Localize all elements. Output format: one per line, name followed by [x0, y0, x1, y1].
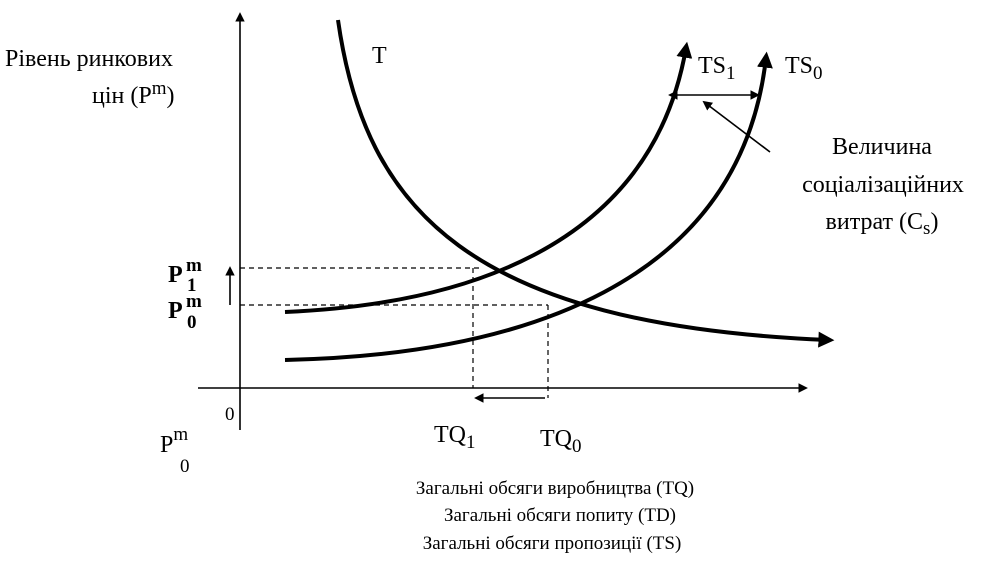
y-label-sup: m	[152, 78, 167, 99]
p0-base: P	[168, 298, 183, 324]
origin-sup: m	[173, 424, 188, 445]
annotation-end: )	[930, 209, 938, 235]
annotation-sub: s	[923, 218, 930, 239]
ts1-base: TS	[698, 53, 726, 79]
ts1-sub: 1	[726, 63, 736, 84]
ts0-sub: 0	[813, 63, 823, 84]
origin-base: P	[160, 432, 173, 458]
guides	[225, 90, 771, 403]
x-label-line1: Загальні обсяги виробництва (TQ)	[416, 478, 694, 499]
ts0-base: TS	[785, 53, 813, 79]
tq0-base: TQ	[540, 426, 572, 452]
label-t: T	[372, 43, 387, 69]
label-ts0: TS0	[785, 53, 823, 84]
p0-sup: m	[186, 291, 202, 312]
dashed-guides	[240, 267, 549, 398]
axes	[198, 12, 808, 430]
origin-sub: 0	[180, 456, 190, 477]
tq1-sub: 1	[466, 432, 476, 453]
label-tq1: TQ1	[434, 422, 476, 453]
y-label-end: )	[166, 83, 174, 109]
curves	[284, 19, 835, 362]
label-tq0: TQ0	[540, 426, 582, 457]
tq1-base: TQ	[434, 422, 466, 448]
y-label-line1: Рівень ринкових	[5, 46, 173, 72]
y-label-line2: цін (Pm)	[92, 78, 174, 109]
curve-ts0	[284, 51, 773, 362]
p1-sub: 1	[187, 275, 197, 296]
tq0-sub: 0	[572, 436, 582, 457]
origin-zero: 0	[225, 404, 235, 425]
x-label-line2: Загальні обсяги попиту (TD)	[444, 505, 676, 526]
x-label-line3: Загальні обсяги пропозиції (TS)	[423, 533, 682, 554]
p1-sup: m	[186, 255, 202, 276]
curve-ts1	[284, 41, 693, 314]
curve-t	[336, 19, 835, 348]
annotation-line2: соціалізаційних	[802, 172, 964, 198]
p1-base: P	[168, 262, 183, 288]
p0-sub: 0	[187, 312, 197, 333]
annotation-text: витрат (C	[826, 209, 923, 235]
pointer-arrow	[702, 100, 771, 153]
origin-label: Pm 0	[160, 424, 190, 477]
y-label-text: цін (P	[92, 83, 152, 109]
annotation-line3: витрат (Cs)	[826, 209, 939, 239]
label-ts1: TS1	[698, 53, 736, 84]
annotation-line1: Величина	[832, 134, 932, 160]
